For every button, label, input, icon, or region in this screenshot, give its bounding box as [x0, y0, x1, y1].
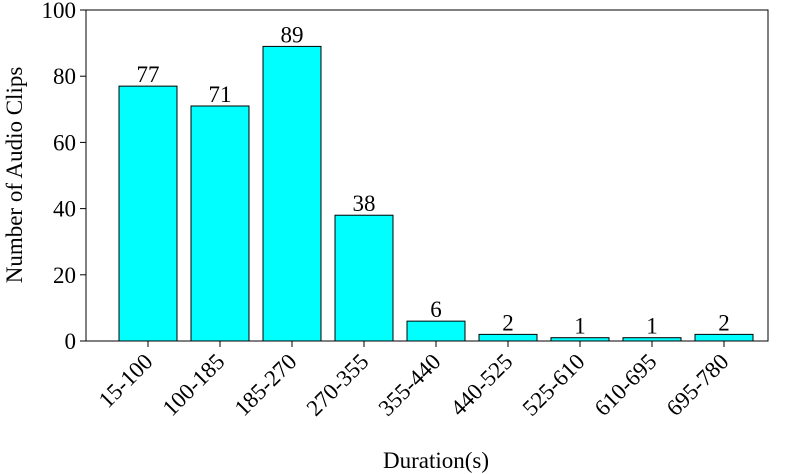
x-tick-label: 185-270 [230, 349, 302, 421]
data-label: 38 [353, 191, 376, 216]
data-label: 89 [281, 22, 304, 47]
x-tick-label: 270-355 [302, 349, 374, 421]
data-label: 2 [718, 310, 730, 335]
y-tick-label: 100 [42, 0, 77, 23]
bar [406, 320, 466, 342]
y-tick-label: 40 [53, 197, 76, 222]
plot-frame [85, 9, 769, 342]
bar [334, 214, 394, 342]
bar [190, 105, 250, 342]
x-tick-label: 525-610 [518, 349, 590, 421]
bar [262, 45, 322, 342]
x-tick-label: 695-780 [662, 349, 734, 421]
data-label: 6 [430, 297, 442, 322]
x-axis-label: Duration(s) [383, 448, 489, 473]
x-tick-label: 355-440 [374, 349, 446, 421]
x-tick-label: 440-525 [446, 349, 518, 421]
y-tick-label: 0 [65, 329, 77, 354]
bar [118, 85, 178, 342]
y-tick-label: 80 [53, 64, 76, 89]
data-label: 2 [502, 310, 514, 335]
x-tick-label: 100-185 [158, 349, 230, 421]
data-label: 71 [209, 82, 232, 107]
y-axis-label: Number of Audio Clips [2, 67, 27, 284]
data-label: 77 [137, 62, 160, 87]
data-label: 1 [646, 314, 658, 339]
data-label: 1 [574, 314, 586, 339]
x-tick-label: 15-100 [94, 349, 158, 413]
y-tick-label: 60 [53, 130, 76, 155]
x-tick-label: 610-695 [590, 349, 662, 421]
y-tick-label: 20 [53, 263, 76, 288]
